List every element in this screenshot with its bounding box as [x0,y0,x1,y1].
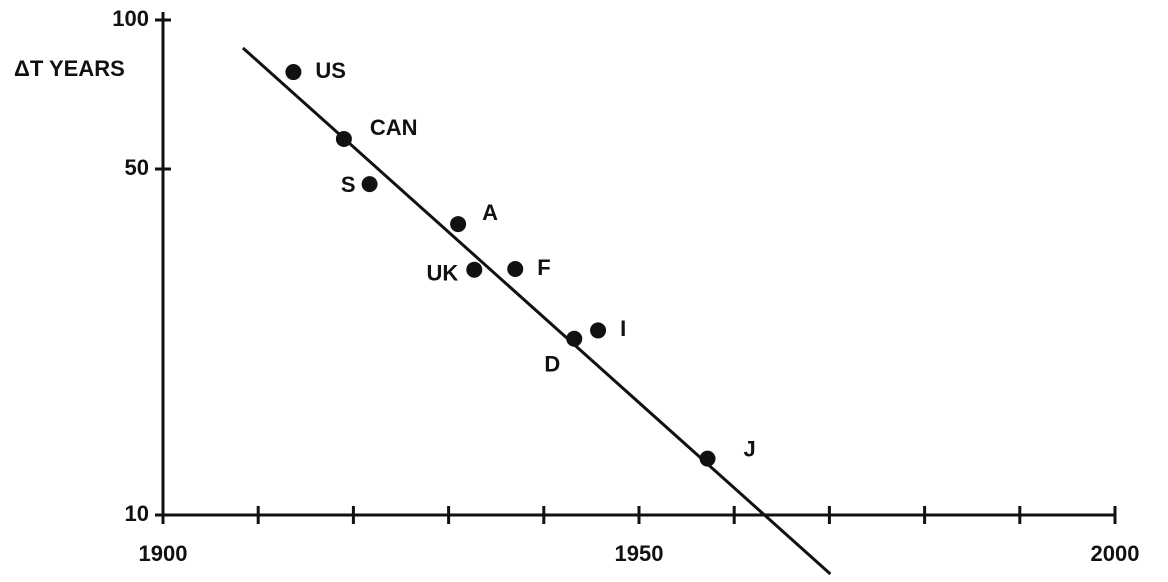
point-label: A [482,200,498,225]
y-tick-label: 100 [112,6,149,31]
y-axis-label: ΔT YEARS [14,56,125,81]
point [361,176,378,193]
point [507,261,524,278]
point [335,130,352,147]
y-tick-label: 10 [125,501,149,526]
point-label: J [744,436,756,461]
point [699,450,716,467]
point [450,216,467,233]
point [566,330,583,347]
x-tick-label: 1950 [615,541,664,566]
y-tick-label: 50 [125,155,149,180]
point [466,261,483,278]
point [285,64,302,81]
trend-line [241,46,832,576]
point-label: CAN [370,115,418,140]
x-tick-label: 2000 [1091,541,1140,566]
point-label: S [341,172,356,197]
point-label: I [620,316,626,341]
point [590,322,607,339]
x-tick-label: 1900 [139,541,188,566]
point-label: US [315,58,346,83]
point-label: F [537,255,550,280]
point-label: UK [427,261,459,286]
point-label: D [544,352,560,377]
